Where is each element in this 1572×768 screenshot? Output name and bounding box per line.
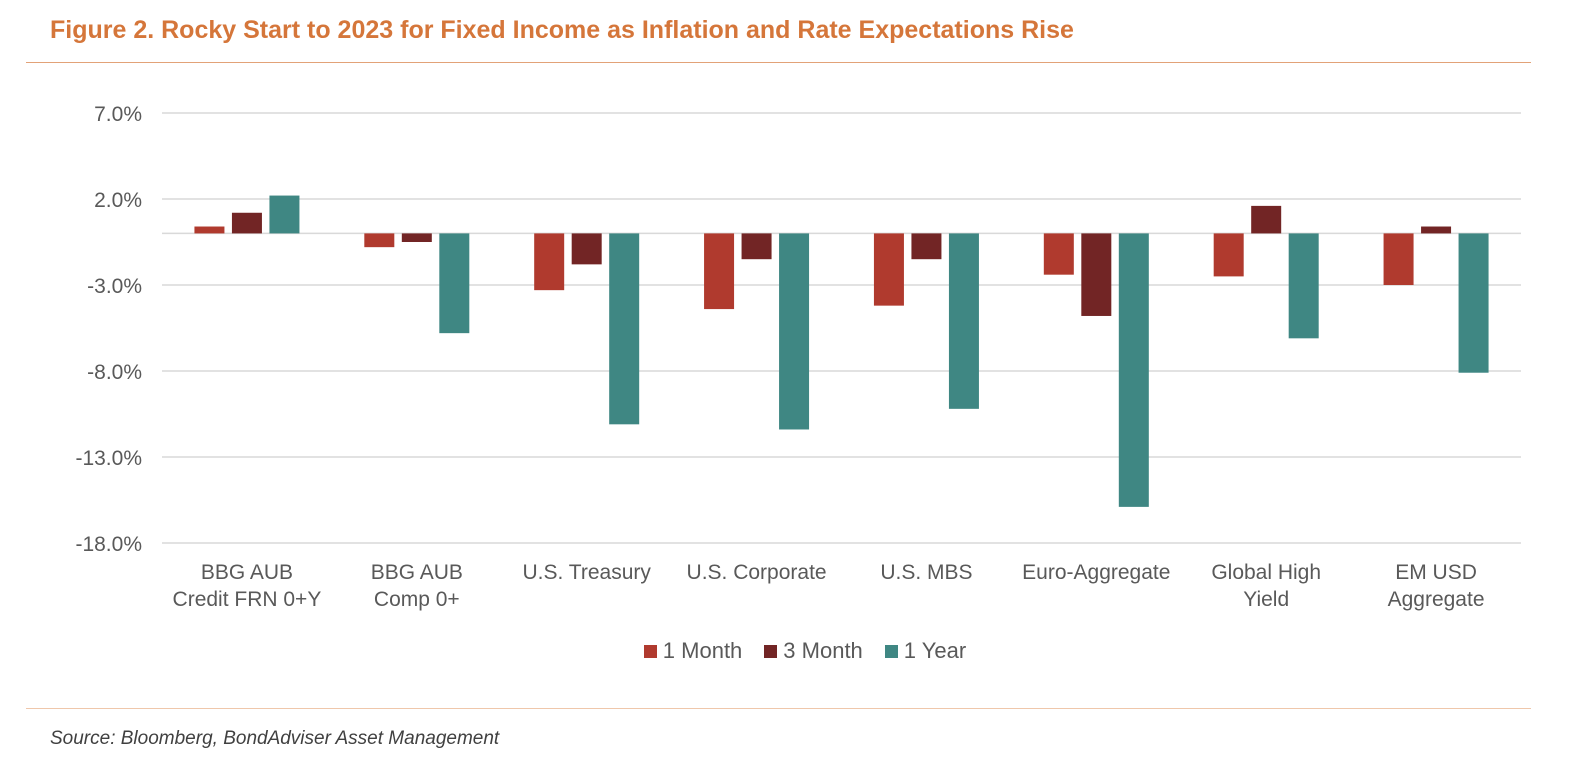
source-note: Source: Bloomberg, BondAdviser Asset Man…: [50, 728, 500, 749]
legend: 1 Month 3 Month 1 Year: [0, 638, 1572, 664]
y-tick-label: -13.0%: [75, 447, 142, 470]
y-tick-label: -8.0%: [87, 361, 142, 384]
x-tick-label: EM USD: [1395, 561, 1477, 584]
bar: [1383, 233, 1414, 285]
bar: [269, 195, 300, 234]
bar: [194, 226, 225, 234]
bar: [439, 233, 470, 334]
x-tick-label: U.S. Treasury: [523, 561, 652, 584]
legend-label: 1 Month: [662, 638, 743, 663]
bar: [873, 233, 904, 306]
x-tick-label: BBG AUB: [371, 561, 463, 584]
bar: [1288, 233, 1319, 339]
bar: [1251, 205, 1282, 234]
x-tick-label: U.S. MBS: [880, 561, 972, 584]
x-tick-label: Global High: [1211, 561, 1321, 584]
x-tick-label: BBG AUB: [201, 561, 293, 584]
bar: [741, 233, 772, 260]
bar: [609, 233, 640, 425]
legend-swatch: [764, 644, 778, 658]
bar: [401, 233, 432, 242]
x-tick-label: Comp 0+: [374, 588, 460, 611]
legend-swatch: [643, 644, 657, 658]
legend-item: 1 Year: [884, 638, 967, 664]
bar: [779, 233, 810, 430]
y-tick-label: -3.0%: [87, 275, 142, 298]
y-tick-label: 2.0%: [94, 189, 142, 212]
bar: [948, 233, 979, 409]
bar-chart: 7.0% 2.0% -3.0% -8.0% -13.0% -18.0% BBG AUB Cr…: [75, 103, 1521, 611]
x-tick-label: Aggregate: [1388, 588, 1485, 611]
bar: [534, 233, 565, 291]
x-tick-label: Credit FRN 0+Y: [173, 588, 322, 611]
bar: [364, 233, 395, 248]
legend-item: 1 Month: [643, 638, 743, 664]
y-tick-label: -18.0%: [75, 533, 142, 556]
x-tick-label: Euro-Aggregate: [1022, 561, 1170, 584]
bar: [1458, 233, 1489, 373]
source-divider: [26, 708, 1531, 709]
y-axis-ticks: 7.0% 2.0% -3.0% -8.0% -13.0% -18.0%: [75, 103, 142, 556]
bar: [1421, 226, 1452, 234]
bar: [704, 233, 735, 310]
x-axis-labels: BBG AUB Credit FRN 0+Y BBG AUB Comp 0+ U.S. …: [173, 561, 1485, 611]
legend-label: 1 Year: [903, 638, 967, 663]
bar: [1118, 233, 1149, 507]
bars: [194, 195, 1489, 507]
x-tick-label: U.S. Corporate: [687, 561, 827, 584]
title-divider: [26, 62, 1531, 63]
bar: [571, 233, 602, 265]
bar: [911, 233, 942, 260]
y-tick-label: 7.0%: [94, 103, 142, 126]
x-tick-label: Yield: [1243, 588, 1289, 611]
legend-label: 3 Month: [783, 638, 863, 663]
chart-title: Figure 2. Rocky Start to 2023 for Fixed …: [50, 16, 1074, 44]
bar: [231, 212, 262, 234]
bar: [1081, 233, 1112, 316]
legend-item: 3 Month: [764, 638, 863, 664]
bar: [1213, 233, 1244, 277]
bar: [1043, 233, 1074, 275]
legend-swatch: [884, 644, 898, 658]
